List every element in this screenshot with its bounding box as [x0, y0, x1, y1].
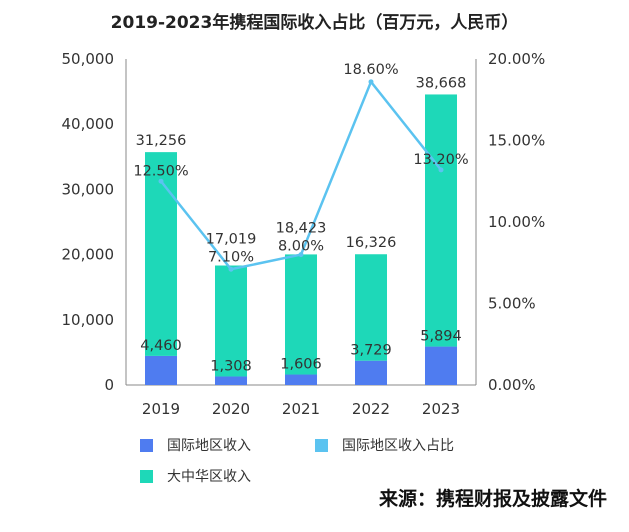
line-point-intl-share [368, 79, 374, 85]
bar-intl-revenue [145, 355, 177, 385]
data-label-intl-revenue: 5,894 [420, 329, 462, 345]
bar-intl-revenue [355, 360, 387, 385]
bar-intl-revenue [425, 346, 457, 385]
line-point-intl-share [228, 266, 234, 272]
y-left-tick-label: 30,000 [62, 180, 115, 198]
data-label-intl-share: 12.50% [133, 163, 188, 179]
y-right-tick-label: 5.00% [488, 295, 536, 313]
source-note: 来源：携程财报及披露文件 [378, 488, 607, 510]
bar-intl-revenue [285, 374, 317, 385]
data-label-intl-share: 13.20% [413, 152, 468, 168]
y-right-tick-label: 10.00% [488, 213, 545, 231]
data-label-intl-share: 7.10% [208, 249, 254, 265]
bar-greater-china-revenue [285, 254, 317, 375]
y-right-tick-label: 0.00% [488, 376, 536, 394]
x-tick-label: 2021 [282, 400, 320, 418]
y-left-tick-label: 50,000 [62, 50, 115, 68]
data-label-greater-china-revenue: 31,256 [136, 133, 187, 149]
data-label-greater-china-revenue: 38,668 [416, 75, 467, 91]
y-left-tick-label: 40,000 [62, 115, 115, 133]
y-left-tick-label: 20,000 [62, 246, 115, 264]
data-label-intl-revenue: 1,606 [280, 357, 322, 373]
y-left-tick-label: 10,000 [62, 311, 115, 329]
x-tick-label: 2019 [142, 400, 180, 418]
y-right-tick-label: 20.00% [488, 50, 545, 68]
bar-greater-china-revenue [215, 265, 247, 377]
data-label-greater-china-revenue: 18,423 [276, 220, 327, 236]
data-label-intl-revenue: 4,460 [140, 338, 182, 354]
x-tick-label: 2023 [422, 400, 460, 418]
chart-title: 2019-2023年携程国际收入占比（百万元，人民币） [110, 13, 519, 33]
bar-greater-china-revenue [355, 254, 387, 361]
y-left-tick-label: 0 [104, 376, 114, 394]
bar-greater-china-revenue [145, 152, 177, 356]
data-label-intl-share: 8.00% [278, 239, 324, 255]
line-point-intl-share [438, 167, 444, 173]
data-label-greater-china-revenue: 17,019 [206, 232, 257, 248]
bar-intl-revenue [215, 376, 247, 385]
data-label-intl-revenue: 3,729 [350, 343, 392, 359]
x-tick-label: 2020 [212, 400, 250, 418]
data-label-greater-china-revenue: 16,326 [346, 235, 397, 251]
line-point-intl-share [158, 178, 164, 184]
line-point-intl-share [298, 252, 304, 258]
y-right-tick-label: 15.00% [488, 132, 545, 150]
data-label-intl-share: 18.60% [343, 62, 398, 78]
data-label-intl-revenue: 1,308 [210, 358, 252, 374]
bar-greater-china-revenue [425, 94, 457, 347]
x-tick-label: 2022 [352, 400, 390, 418]
